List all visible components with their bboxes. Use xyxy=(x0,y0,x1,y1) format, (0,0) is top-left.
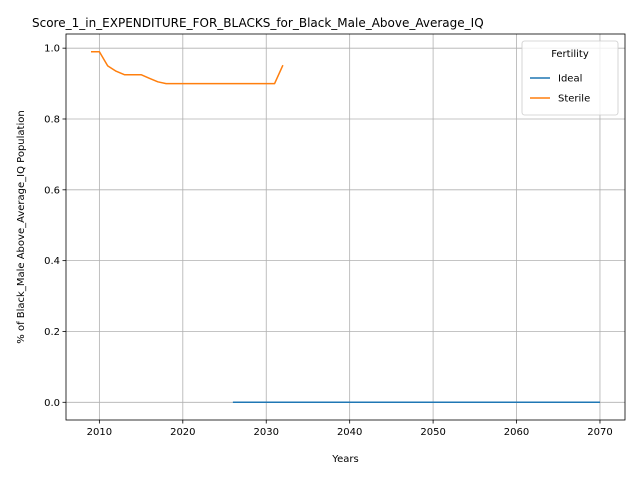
x-tick-label: 2050 xyxy=(420,427,445,438)
y-tick-label: 0.2 xyxy=(44,327,60,338)
legend-box xyxy=(521,40,619,116)
y-axis-label: % of Black_Male Above_Average_IQ Populat… xyxy=(16,110,27,343)
series-lines xyxy=(91,50,600,404)
legend: Fertility Ideal Sterile xyxy=(521,40,619,116)
x-tick-label: 2030 xyxy=(254,427,279,438)
y-tick-label: 1.0 xyxy=(44,44,60,55)
axis-ticks: 2010 2020 2030 2040 2050 2060 2070 0.0 0.2 0.4 0.6… xyxy=(44,44,613,438)
chart-title: Score_1_in_EXPENDITURE_FOR_BLACKS_for_Bl… xyxy=(32,16,484,30)
x-axis-label: Years xyxy=(331,454,358,465)
x-tick-label: 2010 xyxy=(87,427,112,438)
legend-title: Fertility xyxy=(551,49,589,60)
y-tick-label: 0.6 xyxy=(44,185,60,196)
plot-area-frame xyxy=(65,33,626,421)
legend-entry-sterile: Sterile xyxy=(558,94,590,105)
y-tick-label: 0.8 xyxy=(44,114,60,125)
x-tick-label: 2060 xyxy=(504,427,529,438)
y-tick-label: 0.4 xyxy=(44,256,60,267)
legend-entry-ideal: Ideal xyxy=(558,74,582,85)
x-tick-label: 2040 xyxy=(337,427,362,438)
x-tick-label: 2020 xyxy=(170,427,195,438)
series-line-sterile xyxy=(91,50,284,85)
y-tick-label: 0.0 xyxy=(44,398,60,409)
x-tick-label: 2070 xyxy=(587,427,612,438)
